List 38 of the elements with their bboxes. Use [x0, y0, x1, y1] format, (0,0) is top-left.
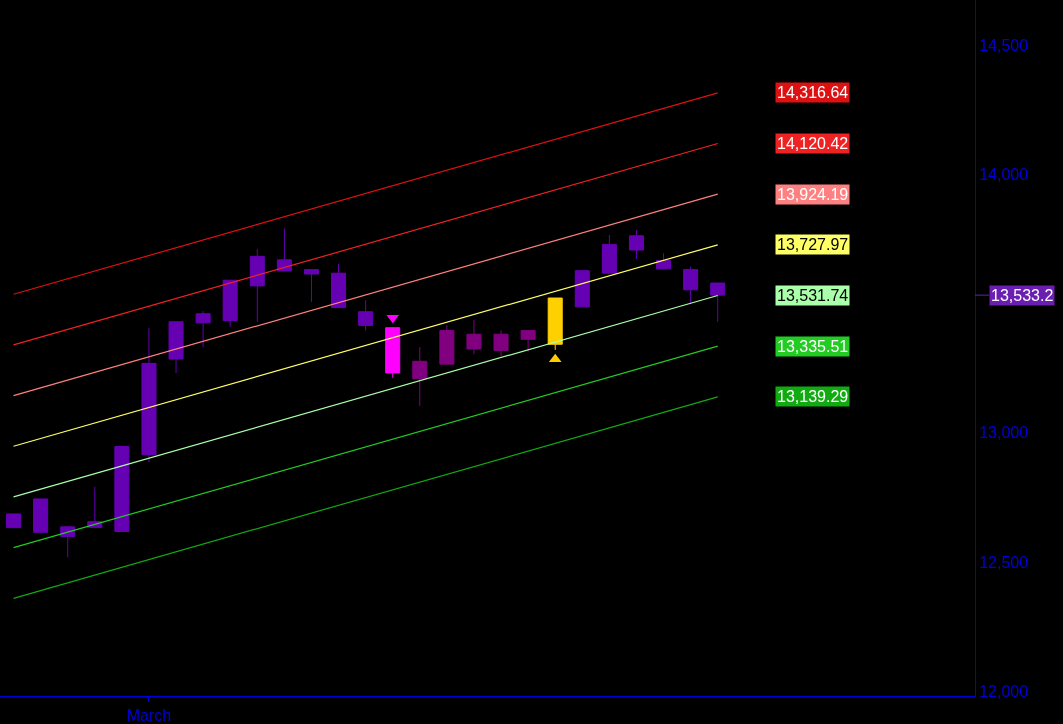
- annotation: 13,727.97: [777, 236, 849, 253]
- candlestick: [520, 330, 536, 352]
- annotation: 14,120.42: [777, 135, 849, 152]
- candlestick: [195, 310, 211, 348]
- candlestick: [412, 346, 428, 407]
- text: 13,533.2: [991, 287, 1054, 304]
- y-tick-label: 12,500: [979, 553, 1029, 571]
- candlestick: [601, 234, 617, 274]
- candlestick: [249, 248, 265, 323]
- candlestick: [114, 446, 130, 532]
- candlestick: [6, 513, 22, 529]
- y-tick-label: 14,500: [979, 37, 1029, 55]
- annotation: 13,924.19: [777, 186, 849, 203]
- candlestick: [547, 297, 563, 351]
- y-tick-label: 13,000: [979, 424, 1029, 442]
- candlestick: [276, 227, 292, 272]
- candlestick: [168, 321, 184, 374]
- candlestick: [493, 330, 509, 357]
- candlestick: [466, 319, 482, 355]
- candlestick: [358, 299, 374, 332]
- candlestick: [222, 279, 238, 328]
- candlestick: [331, 263, 347, 309]
- annotation: 13,335.51: [777, 338, 849, 355]
- y-tick-label: 12,000: [979, 682, 1029, 700]
- x-tick-label: March: [126, 707, 172, 724]
- annotation: 14,316.64: [777, 84, 849, 101]
- annotation: 13,139.29: [777, 388, 849, 405]
- annotation: 13,531.74: [777, 287, 849, 304]
- candlestick: [710, 282, 726, 323]
- candlestick: [303, 269, 319, 303]
- candlestick: [385, 327, 401, 379]
- y-tick-label: 14,000: [979, 166, 1029, 184]
- candlestick: [33, 498, 49, 533]
- candlestick: [141, 327, 157, 463]
- candlestick: [628, 229, 644, 260]
- candlestick: [439, 324, 455, 365]
- candlestick: [574, 270, 590, 308]
- candlestick: [683, 266, 699, 305]
